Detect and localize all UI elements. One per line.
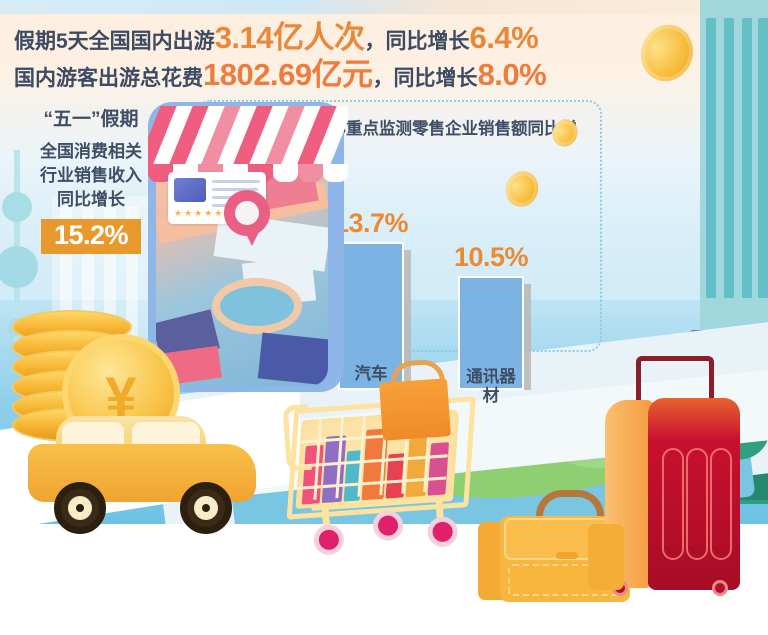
headline-2-prefix: 国内游客出游总花费 — [14, 67, 203, 90]
car-wheel-front — [54, 482, 106, 534]
rating-stars-icon: ★★★★★ — [174, 208, 225, 218]
cart-wheel-1 — [312, 523, 345, 556]
left-panel-row-2: 行业销售收入 — [40, 166, 142, 186]
card-thumbnail — [174, 178, 206, 202]
left-panel-title: “五一”假期 — [43, 109, 139, 130]
bar-group-1: 13.7% 汽车 — [334, 208, 411, 390]
bar-1: 汽车 — [338, 242, 411, 390]
shopping-bag-icon — [379, 378, 451, 441]
map-pin-icon — [224, 190, 270, 236]
bar-value-1: 13.7% — [333, 208, 409, 238]
left-panel-row-1: 全国消费相关 — [40, 142, 142, 161]
headline-1-growth: 6.4% — [469, 20, 539, 55]
left-stat-panel: “五一”假期 全国消费相关 行业销售收入 同比增长 15.2% — [8, 104, 174, 255]
bar-label-2: 通讯器材 — [466, 367, 516, 405]
bar-2: 通讯器材 — [458, 276, 531, 405]
teal-building-icon — [700, 0, 768, 330]
headline-2-value: 1802.69亿元 — [203, 57, 373, 92]
top-band — [0, 0, 768, 14]
car-icon — [28, 412, 264, 534]
store-awning-icon — [148, 106, 348, 168]
cart-handle — [282, 403, 312, 472]
shopping-cart-icon — [279, 358, 511, 563]
headline-1-mid: ，同比增长 — [364, 30, 470, 53]
headline-2-mid: ，同比增长 — [372, 67, 478, 90]
suitcase-red-icon — [648, 398, 740, 590]
bar-group-2: 10.5% 通讯器材 — [454, 242, 531, 405]
headline-2-growth: 8.0% — [477, 57, 547, 92]
headline-1-prefix: 假期5天全国国内出游 — [14, 30, 215, 53]
cart-wheel-3 — [372, 509, 405, 542]
car-wheel-rear — [180, 482, 232, 534]
briefcase-handle — [536, 490, 604, 527]
left-panel-row-3: 同比增长 — [57, 190, 125, 210]
cart-wheel-2 — [426, 515, 459, 548]
bar-value-2: 10.5% — [453, 242, 529, 272]
briefcase-lock-icon — [556, 552, 578, 559]
left-panel-value-badge: 15.2% — [40, 219, 142, 255]
headline-line-1: 假期5天全国国内出游3.14亿人次，同比增长6.4% — [14, 22, 614, 53]
headline: 假期5天全国国内出游3.14亿人次，同比增长6.4% 国内游客出游总花费1802… — [14, 22, 614, 96]
suitcase-small-icon — [588, 524, 624, 590]
suitcase-wheel-2 — [712, 580, 728, 596]
headline-1-value: 3.14亿人次 — [214, 20, 365, 55]
suitcase-handle-bar — [636, 356, 714, 407]
bar-label-1: 汽车 — [354, 364, 388, 383]
headline-line-2: 国内游客出游总花费1802.69亿元，同比增长8.0% — [14, 59, 614, 90]
